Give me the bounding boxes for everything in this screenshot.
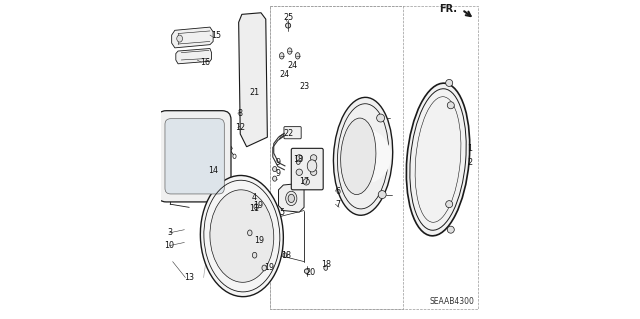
Ellipse shape (287, 48, 292, 54)
Ellipse shape (285, 23, 291, 28)
Ellipse shape (262, 265, 266, 271)
Ellipse shape (251, 86, 255, 93)
Ellipse shape (340, 118, 376, 195)
Text: 2: 2 (467, 158, 472, 167)
Ellipse shape (447, 102, 454, 109)
Text: 19: 19 (254, 236, 264, 245)
Ellipse shape (303, 179, 310, 185)
Text: 18: 18 (292, 155, 303, 164)
Ellipse shape (288, 194, 294, 203)
Text: 4: 4 (252, 193, 257, 202)
Text: 9: 9 (276, 169, 281, 178)
Text: 21: 21 (250, 88, 260, 97)
Text: 22: 22 (283, 130, 293, 138)
Text: 10: 10 (164, 241, 175, 250)
Ellipse shape (310, 169, 317, 175)
FancyBboxPatch shape (157, 111, 231, 202)
Ellipse shape (273, 176, 276, 181)
Ellipse shape (248, 15, 255, 22)
Text: 16: 16 (200, 58, 210, 67)
Ellipse shape (280, 53, 284, 59)
Ellipse shape (406, 83, 470, 236)
Ellipse shape (254, 204, 259, 210)
Ellipse shape (378, 190, 386, 198)
Ellipse shape (305, 269, 309, 273)
Text: 11: 11 (250, 204, 260, 213)
Ellipse shape (445, 201, 452, 208)
Text: 13: 13 (184, 273, 194, 282)
Ellipse shape (251, 56, 255, 62)
Polygon shape (176, 48, 212, 64)
Ellipse shape (307, 160, 317, 172)
Text: 18: 18 (321, 260, 332, 269)
Text: 19: 19 (264, 263, 274, 272)
Text: 23: 23 (299, 82, 309, 91)
Text: 24: 24 (288, 61, 298, 70)
Text: 9: 9 (276, 158, 281, 167)
Text: 8: 8 (237, 109, 243, 118)
Text: 1: 1 (467, 144, 472, 153)
Ellipse shape (285, 191, 297, 206)
Text: 17: 17 (299, 177, 309, 186)
Polygon shape (278, 183, 304, 212)
Ellipse shape (296, 169, 303, 175)
Ellipse shape (200, 175, 284, 297)
Ellipse shape (177, 35, 182, 42)
Text: 12: 12 (235, 123, 245, 132)
Ellipse shape (252, 252, 257, 258)
Ellipse shape (296, 160, 300, 165)
Text: 15: 15 (211, 31, 221, 40)
Text: 19: 19 (253, 201, 263, 210)
Text: 18: 18 (282, 251, 291, 260)
Text: 5: 5 (279, 208, 284, 217)
Text: 20: 20 (305, 268, 316, 277)
Polygon shape (239, 13, 268, 147)
Ellipse shape (210, 190, 274, 282)
FancyBboxPatch shape (165, 119, 224, 194)
Ellipse shape (447, 226, 454, 233)
Text: 7: 7 (335, 200, 340, 209)
Ellipse shape (333, 97, 393, 215)
Text: 6: 6 (335, 187, 340, 196)
Text: 24: 24 (280, 70, 290, 79)
Ellipse shape (296, 155, 303, 161)
FancyBboxPatch shape (291, 148, 323, 190)
Wedge shape (363, 130, 391, 182)
Ellipse shape (324, 265, 328, 270)
Polygon shape (172, 27, 213, 48)
Ellipse shape (445, 79, 452, 86)
Text: 14: 14 (208, 166, 218, 175)
Ellipse shape (296, 53, 300, 59)
Ellipse shape (376, 114, 385, 122)
Ellipse shape (283, 253, 287, 258)
Polygon shape (221, 144, 232, 153)
Ellipse shape (310, 155, 317, 161)
Ellipse shape (273, 167, 276, 172)
Text: FR.: FR. (439, 4, 457, 14)
Text: SEAAB4300: SEAAB4300 (430, 297, 475, 306)
FancyBboxPatch shape (284, 127, 301, 139)
Ellipse shape (248, 230, 252, 236)
Ellipse shape (252, 118, 256, 124)
Text: 3: 3 (167, 228, 172, 237)
Text: 25: 25 (283, 13, 293, 22)
